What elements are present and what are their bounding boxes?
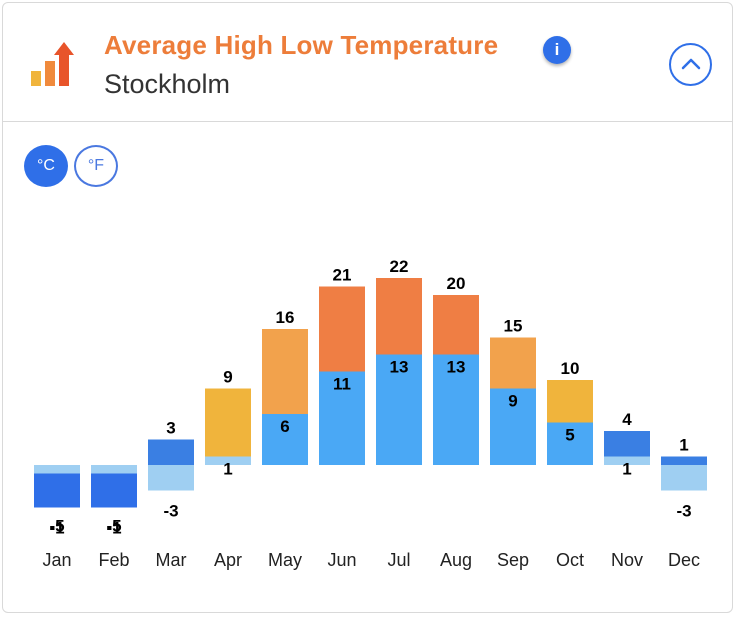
logo-bar-tall: [59, 54, 69, 86]
bar-high-may: [262, 329, 308, 414]
logo-bar-short: [31, 71, 41, 86]
month-label-dec: Dec: [668, 550, 700, 570]
month-label-sep: Sep: [497, 550, 529, 570]
label-low-nov: 1: [622, 460, 631, 479]
bar-high-aug: [433, 295, 479, 355]
card-title: Average High Low Temperature: [104, 30, 499, 60]
bar-low-jan: [34, 473, 80, 508]
month-label-mar: Mar: [156, 550, 187, 570]
label-high-may: 16: [276, 308, 295, 327]
bar-low-mar: [148, 465, 194, 491]
bar-high-feb: [91, 465, 137, 474]
label-low-jun: 11: [333, 375, 351, 394]
label-high-mar: 3: [166, 419, 175, 438]
month-label-may: May: [268, 550, 302, 570]
label-high-feb: -1: [106, 519, 121, 538]
month-label-oct: Oct: [556, 550, 584, 570]
label-high-apr: 9: [223, 368, 232, 387]
label-low-aug: 13: [447, 358, 466, 377]
label-low-may: 6: [280, 417, 289, 436]
bar-high-apr: [205, 388, 251, 457]
bar-low-sep: [490, 388, 536, 465]
collapse-button[interactable]: [669, 43, 712, 86]
label-low-mar: -3: [163, 502, 178, 521]
bar-low-oct: [547, 422, 593, 465]
label-high-nov: 4: [622, 410, 632, 429]
bar-low-feb: [91, 473, 137, 508]
bar-low-may: [262, 414, 308, 465]
label-high-sep: 15: [504, 317, 523, 336]
bar-high-sep: [490, 337, 536, 389]
location-name: Stockholm: [104, 69, 231, 99]
bar-high-dec: [661, 456, 707, 465]
bar-low-aug: [433, 354, 479, 465]
label-high-dec: 1: [679, 436, 688, 455]
label-high-jul: 22: [390, 257, 409, 276]
label-low-sep: 9: [508, 392, 517, 411]
month-label-apr: Apr: [214, 550, 242, 570]
info-icon[interactable]: i: [543, 36, 571, 64]
bar-low-nov: [604, 456, 650, 465]
bar-low-apr: [205, 456, 251, 465]
fahrenheit-toggle[interactable]: °F: [74, 145, 118, 187]
label-low-oct: 5: [565, 426, 574, 445]
month-label-jul: Jul: [387, 550, 410, 570]
card-header: Average High Low Temperature Stockholm i: [3, 3, 732, 122]
label-high-oct: 10: [561, 359, 580, 378]
label-low-feb: -5: [106, 517, 121, 536]
month-label-feb: Feb: [98, 550, 129, 570]
label-high-aug: 20: [447, 274, 466, 293]
label-high-jun: 21: [333, 266, 352, 285]
celsius-toggle[interactable]: °C: [24, 145, 68, 187]
bar-low-dec: [661, 465, 707, 491]
bar-low-jul: [376, 354, 422, 465]
logo-bar-medium: [45, 61, 55, 86]
bar-high-jan: [34, 465, 80, 474]
bar-low-jun: [319, 371, 365, 465]
month-label-aug: Aug: [440, 550, 472, 570]
chart-logo-icon: [31, 42, 74, 86]
logo-arrow: [54, 42, 74, 55]
month-label-nov: Nov: [611, 550, 643, 570]
bar-high-mar: [148, 439, 194, 465]
label-high-jan: -1: [49, 519, 64, 538]
chevron-up-icon: [681, 58, 701, 70]
label-low-dec: -3: [676, 502, 691, 521]
bar-high-oct: [547, 380, 593, 423]
label-low-apr: 1: [223, 460, 232, 479]
label-low-jan: -5: [49, 517, 64, 536]
bar-high-jul: [376, 278, 422, 355]
month-label-jun: Jun: [327, 550, 356, 570]
label-low-jul: 13: [390, 358, 409, 377]
month-label-jan: Jan: [42, 550, 71, 570]
bar-high-jun: [319, 286, 365, 372]
bar-high-nov: [604, 431, 650, 457]
